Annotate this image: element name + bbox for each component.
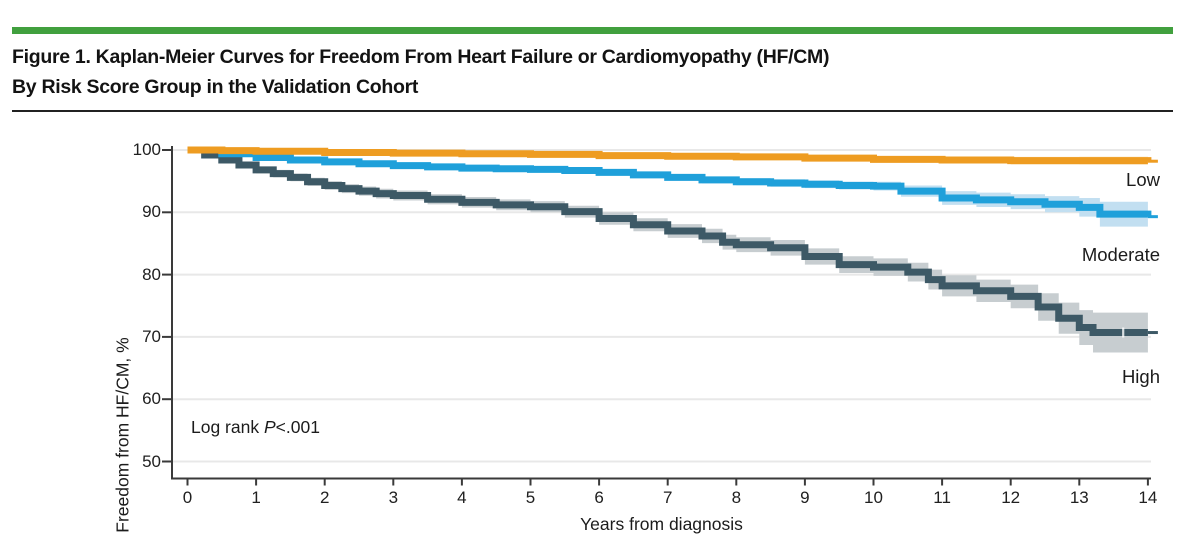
curves-layer bbox=[187, 146, 1158, 354]
figure-title-line1: Figure 1. Kaplan-Meier Curves for Freedo… bbox=[12, 46, 830, 68]
y-tick-label-100: 100 bbox=[132, 140, 161, 159]
km-curve-low bbox=[187, 146, 1152, 165]
log-rank-p-symbol: P bbox=[263, 417, 276, 437]
y-tick-label-50: 50 bbox=[142, 451, 161, 471]
x-tick-label-12: 12 bbox=[1001, 487, 1021, 507]
x-tick-label-8: 8 bbox=[731, 487, 742, 507]
x-tick-label-14: 14 bbox=[1138, 487, 1158, 507]
x-axis-title: Years from diagnosis bbox=[580, 514, 743, 534]
curve-label-high: High bbox=[1121, 365, 1160, 387]
x-tick-label-5: 5 bbox=[525, 487, 536, 507]
x-tick-label-11: 11 bbox=[933, 487, 951, 507]
figure-accent-bar bbox=[12, 27, 1173, 34]
log-rank-prefix: Log rank bbox=[191, 417, 264, 437]
x-tick-label-2: 2 bbox=[319, 487, 330, 507]
figure-title-line2: By Risk Score Group in the Validation Co… bbox=[12, 76, 419, 98]
y-axis-title-text: Freedom from HF/CM, % bbox=[112, 337, 133, 533]
x-tick-label-6: 6 bbox=[594, 487, 604, 507]
x-tick-label-4: 4 bbox=[457, 487, 467, 507]
curve-label-moderate: Moderate bbox=[1081, 243, 1160, 265]
y-axis-title: Freedom from HF/CM, % bbox=[111, 315, 135, 549]
curve-label-low: Low bbox=[1126, 168, 1160, 190]
km-plot-svg bbox=[162, 146, 1158, 486]
log-rank-annotation: Log rank P<.001 bbox=[191, 417, 320, 438]
y-tick-label-60: 60 bbox=[142, 389, 161, 409]
x-tick-label-10: 10 bbox=[864, 487, 883, 507]
y-tick-label-80: 80 bbox=[142, 264, 161, 284]
x-tick-label-13: 13 bbox=[1069, 487, 1089, 507]
y-tick-label-70: 70 bbox=[142, 326, 161, 346]
km-curve-high bbox=[187, 146, 1148, 337]
x-tick-label-7: 7 bbox=[662, 487, 673, 507]
title-divider bbox=[12, 110, 1173, 112]
x-tick-label-0: 0 bbox=[182, 487, 193, 507]
km-chart: Freedom from HF/CM, % Years from diagnos… bbox=[0, 120, 1200, 549]
x-tick-label-3: 3 bbox=[388, 487, 399, 507]
x-tick-label-1: 1 bbox=[251, 487, 261, 507]
log-rank-value: <.001 bbox=[275, 417, 320, 437]
km-curve-moderate bbox=[187, 146, 1152, 218]
y-tick-label-90: 90 bbox=[142, 202, 161, 222]
figure-title: Figure 1. Kaplan-Meier Curves for Freedo… bbox=[12, 42, 1162, 102]
x-tick-label-9: 9 bbox=[800, 487, 810, 507]
censor-mark-high bbox=[1122, 327, 1125, 338]
